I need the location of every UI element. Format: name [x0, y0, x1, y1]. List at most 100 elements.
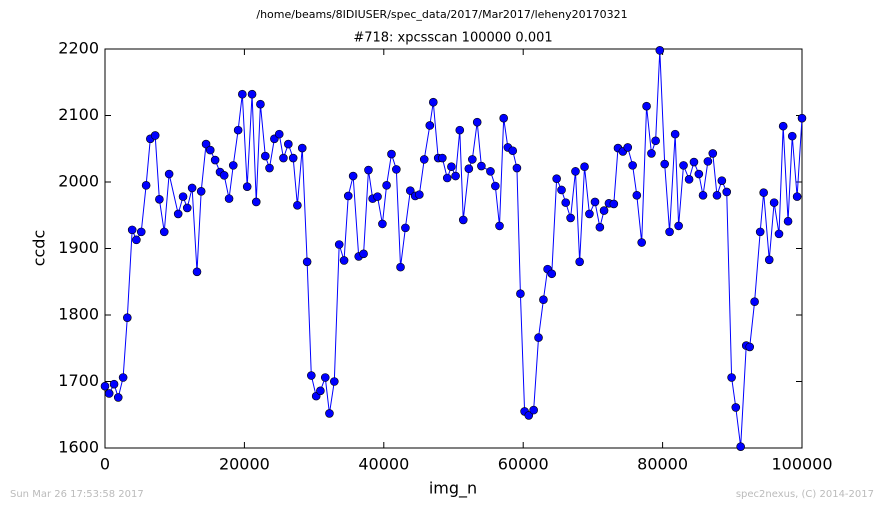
- data-point: [307, 371, 316, 380]
- footer-left: Sun Mar 26 17:53:58 2017: [10, 489, 144, 500]
- data-point: [580, 162, 589, 172]
- data-point: [508, 146, 518, 156]
- data-point: [491, 181, 500, 191]
- data-point: [164, 169, 174, 179]
- data-point: [759, 188, 768, 197]
- data-point: [438, 153, 447, 163]
- data-point: [534, 333, 543, 342]
- data-point: [561, 198, 571, 207]
- data-point: [247, 89, 257, 99]
- data-point: [447, 162, 456, 172]
- data-point: [118, 373, 128, 382]
- data-point: [575, 257, 584, 267]
- data-point: [655, 46, 665, 55]
- data-point: [442, 173, 452, 183]
- plot-frame: [104, 48, 803, 449]
- data-point: [585, 209, 594, 219]
- data-point: [708, 149, 718, 158]
- data-point: [233, 125, 243, 135]
- data-point: [689, 157, 699, 167]
- data-point: [205, 145, 215, 155]
- data-point: [792, 192, 802, 201]
- y-tick-label: 1900: [58, 238, 99, 257]
- data-point: [136, 227, 146, 237]
- data-point: [228, 161, 238, 170]
- data-point: [284, 139, 293, 149]
- data-point: [464, 164, 474, 173]
- data-point: [302, 257, 312, 267]
- data-point: [159, 227, 169, 237]
- data-point: [242, 182, 252, 191]
- data-point: [316, 386, 325, 396]
- x-tick-label: 80000: [637, 455, 688, 474]
- data-point: [516, 289, 525, 299]
- data-point: [499, 113, 508, 123]
- x-tick-label: 100000: [771, 455, 832, 474]
- data-point: [274, 129, 284, 139]
- data-point: [187, 183, 197, 193]
- data-point: [405, 186, 415, 195]
- y-tick-label: 2200: [58, 39, 99, 58]
- data-point: [745, 342, 755, 352]
- data-point: [210, 155, 220, 165]
- x-tick-label: 60000: [498, 455, 549, 474]
- data-point: [425, 121, 435, 130]
- data-line: [104, 50, 803, 447]
- data-point: [401, 223, 410, 233]
- data-point: [325, 409, 334, 418]
- data-point: [468, 155, 477, 164]
- data-point: [238, 89, 247, 99]
- data-point: [566, 213, 575, 223]
- data-point: [113, 393, 123, 402]
- data-point: [703, 157, 713, 166]
- data-point: [343, 191, 353, 201]
- data-point: [265, 163, 274, 173]
- data-point: [717, 176, 727, 185]
- data-point: [755, 227, 765, 237]
- data-point: [382, 181, 391, 190]
- suptitle: /home/beams/8IDIUSER/spec_data/2017/Mar2…: [256, 8, 627, 21]
- data-point: [750, 297, 759, 307]
- chart-title: #718: xpcsscan 100000 0.001: [353, 31, 552, 46]
- data-point: [334, 240, 344, 249]
- data-point: [396, 262, 405, 272]
- data-point: [428, 97, 438, 107]
- data-point: [451, 171, 460, 181]
- data-point: [387, 149, 396, 159]
- data-point: [547, 269, 557, 279]
- data-point: [642, 101, 651, 111]
- x-tick-label: 40000: [358, 455, 409, 474]
- data-point: [359, 249, 368, 259]
- data-point: [201, 139, 211, 149]
- data-point: [132, 235, 141, 245]
- data-point: [679, 161, 688, 170]
- data-point: [651, 136, 660, 146]
- data-point: [731, 403, 741, 412]
- data-point: [632, 191, 642, 200]
- data-point: [256, 99, 265, 109]
- data-point: [320, 373, 330, 382]
- data-point: [297, 143, 307, 153]
- data-point: [722, 187, 732, 197]
- data-point: [224, 194, 234, 203]
- data-point: [455, 125, 465, 135]
- data-point: [192, 267, 202, 277]
- data-point: [539, 295, 548, 305]
- y-tick-label: 2000: [58, 172, 99, 191]
- data-point: [100, 381, 110, 391]
- data-point: [288, 153, 298, 163]
- footer-right: spec2nexus, (C) 2014-2017: [736, 489, 874, 500]
- data-point: [599, 206, 609, 215]
- data-point: [694, 169, 704, 179]
- data-point: [123, 313, 132, 322]
- data-point: [182, 203, 192, 213]
- data-point: [378, 219, 387, 229]
- data-point: [684, 175, 694, 184]
- data-point: [293, 200, 302, 210]
- data-point: [571, 167, 580, 176]
- data-point: [665, 227, 674, 237]
- data-point: [512, 163, 522, 173]
- data-point: [727, 373, 736, 382]
- data-point: [150, 131, 160, 140]
